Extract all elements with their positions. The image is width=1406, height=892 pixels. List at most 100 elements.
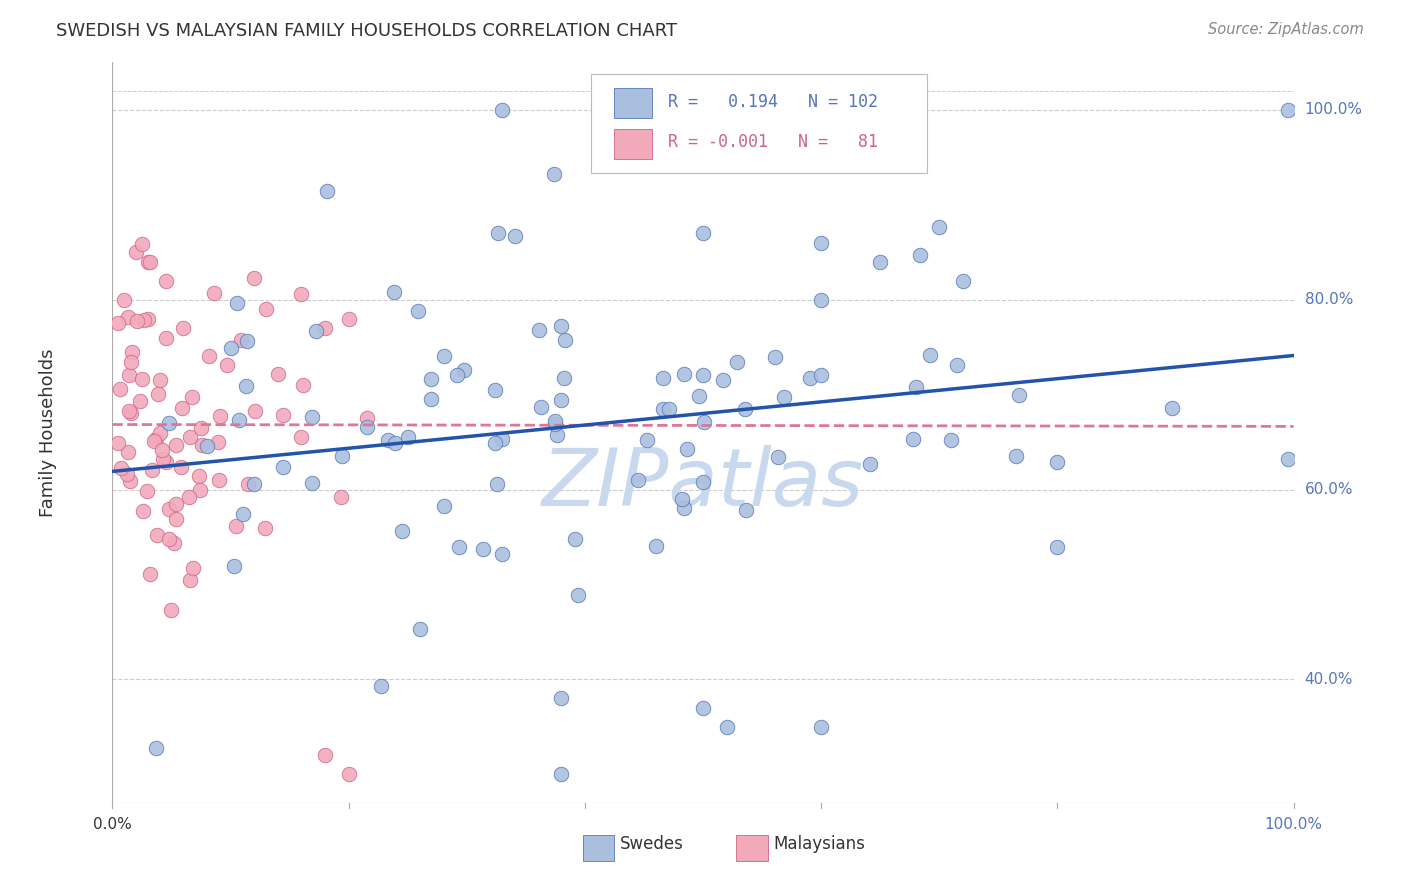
- Point: [118, 368, 141, 382]
- Point: [337, 767, 360, 781]
- Point: [810, 293, 832, 307]
- Point: [160, 603, 183, 617]
- Point: [675, 442, 697, 457]
- Point: [301, 476, 323, 491]
- Point: [725, 355, 748, 369]
- Point: [530, 400, 553, 414]
- Point: [108, 382, 131, 396]
- Text: 100.0%: 100.0%: [1264, 817, 1323, 832]
- Point: [155, 274, 177, 288]
- Point: [396, 429, 419, 443]
- Point: [773, 390, 796, 404]
- Point: [139, 566, 162, 581]
- Point: [127, 314, 149, 328]
- Point: [384, 436, 406, 450]
- Point: [315, 185, 337, 199]
- Point: [356, 411, 378, 425]
- Point: [735, 503, 758, 517]
- Point: [952, 274, 974, 288]
- Point: [191, 438, 214, 452]
- Point: [484, 436, 506, 450]
- Point: [172, 321, 194, 335]
- Point: [472, 541, 495, 556]
- Point: [636, 433, 658, 447]
- Point: [170, 460, 193, 475]
- Point: [188, 483, 211, 497]
- Point: [253, 521, 276, 535]
- Point: [290, 286, 312, 301]
- Point: [197, 349, 219, 363]
- Point: [177, 490, 200, 504]
- Point: [553, 370, 575, 384]
- Point: [314, 748, 336, 763]
- FancyBboxPatch shape: [614, 88, 652, 118]
- Point: [692, 227, 714, 241]
- Point: [236, 477, 259, 491]
- Point: [672, 367, 695, 381]
- Point: [433, 349, 456, 363]
- Point: [145, 741, 167, 756]
- Point: [941, 434, 963, 448]
- Text: Family Households: Family Households: [38, 349, 56, 516]
- Point: [314, 321, 336, 335]
- Point: [115, 467, 138, 481]
- Point: [165, 497, 187, 511]
- Point: [688, 389, 710, 403]
- Point: [136, 311, 159, 326]
- Point: [117, 444, 139, 458]
- Point: [550, 767, 572, 781]
- Point: [305, 324, 328, 338]
- Point: [187, 468, 209, 483]
- Point: [734, 402, 756, 417]
- Point: [449, 540, 471, 554]
- Point: [179, 430, 201, 444]
- Point: [716, 720, 738, 734]
- Point: [179, 574, 201, 588]
- Point: [290, 430, 312, 444]
- Point: [491, 547, 513, 561]
- Text: Malaysians: Malaysians: [773, 835, 866, 853]
- Point: [904, 380, 927, 394]
- Point: [254, 302, 277, 317]
- Point: [163, 535, 186, 549]
- Point: [420, 372, 443, 386]
- Point: [491, 432, 513, 446]
- Point: [337, 311, 360, 326]
- Point: [228, 413, 250, 427]
- Point: [645, 539, 668, 553]
- Point: [567, 588, 589, 602]
- Point: [120, 355, 142, 369]
- Point: [554, 334, 576, 348]
- Point: [110, 461, 132, 475]
- Point: [292, 378, 315, 392]
- Point: [165, 438, 187, 452]
- Point: [546, 427, 568, 442]
- Text: 0.0%: 0.0%: [93, 817, 132, 832]
- Point: [652, 370, 675, 384]
- Point: [503, 229, 526, 244]
- Point: [136, 484, 159, 499]
- Point: [544, 414, 567, 428]
- Point: [225, 518, 247, 533]
- Point: [1277, 103, 1299, 117]
- FancyBboxPatch shape: [614, 129, 652, 159]
- FancyBboxPatch shape: [737, 835, 768, 861]
- Point: [155, 455, 177, 469]
- Point: [918, 348, 941, 362]
- Point: [120, 406, 142, 420]
- Text: 40.0%: 40.0%: [1305, 672, 1353, 687]
- Point: [671, 491, 693, 506]
- Point: [181, 390, 204, 404]
- Point: [146, 528, 169, 542]
- Point: [271, 460, 294, 475]
- Point: [370, 679, 392, 693]
- Point: [763, 351, 786, 365]
- Point: [157, 416, 180, 430]
- Point: [107, 436, 129, 450]
- Point: [229, 334, 252, 348]
- Point: [810, 368, 832, 383]
- Point: [377, 433, 399, 447]
- Point: [301, 410, 323, 425]
- Text: Swedes: Swedes: [620, 835, 685, 853]
- Point: [1046, 455, 1069, 469]
